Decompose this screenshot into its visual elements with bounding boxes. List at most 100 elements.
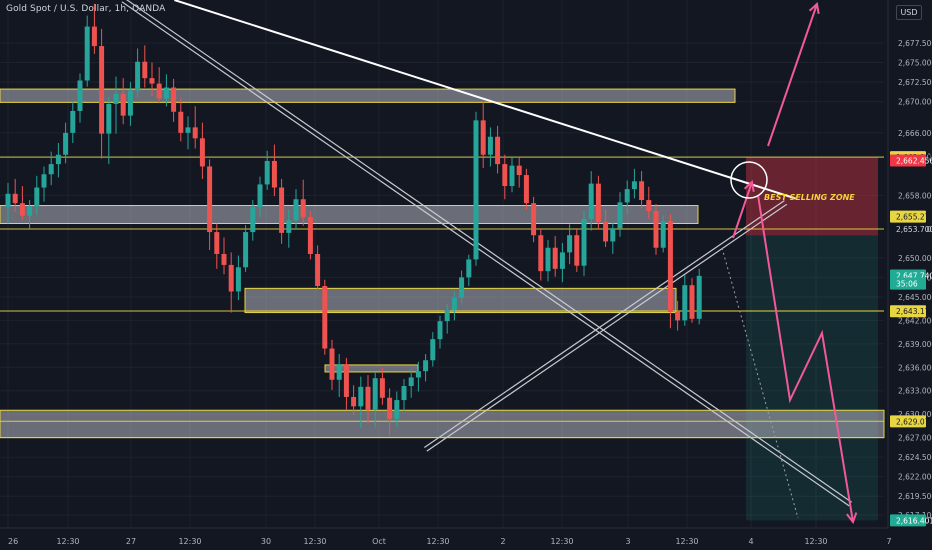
price-zone[interactable] xyxy=(0,88,736,103)
candle-body xyxy=(646,200,652,211)
candle-body xyxy=(545,247,551,272)
price-tick-label: 2,650.000 xyxy=(898,254,932,263)
price-axis[interactable]: 2,677.500 2,675.000 2,672.500 2,670.000 2,66… xyxy=(887,0,932,550)
price-tick-label: 2,658.000 xyxy=(898,191,932,200)
candle-body xyxy=(415,371,421,378)
candle-body xyxy=(473,120,479,260)
price-label-text: 2,643.176 xyxy=(896,307,932,316)
price-tick-label: 2,619.500 xyxy=(898,492,932,501)
breakout-circle[interactable] xyxy=(730,161,768,199)
currency-button[interactable]: USD xyxy=(896,5,922,20)
candle-body xyxy=(567,235,573,253)
time-tick-label: 12:30 xyxy=(56,537,79,546)
best-selling-zone-label: BEST SELLING ZONE xyxy=(764,193,855,202)
price-zone[interactable] xyxy=(0,205,699,224)
candle-body xyxy=(466,259,472,278)
candle-body xyxy=(214,232,220,254)
up-arrow-small[interactable] xyxy=(732,181,753,239)
price-label-badge[interactable] xyxy=(890,210,926,223)
candle-body xyxy=(451,297,457,311)
price-tick-label: 2,633.000 xyxy=(898,387,932,396)
candle-body xyxy=(99,46,105,134)
up-arrow-large-head[interactable] xyxy=(808,2,820,15)
candle-body xyxy=(84,26,90,81)
price-label-badge[interactable] xyxy=(890,277,926,290)
candle-body xyxy=(41,174,47,188)
candle-body xyxy=(279,187,285,233)
candle-body xyxy=(135,61,141,91)
breakout-circle-shape[interactable] xyxy=(730,161,768,199)
candle-body xyxy=(682,285,688,321)
down-arrow-projection-head[interactable] xyxy=(846,512,858,525)
candle-body xyxy=(559,252,565,269)
candle-body xyxy=(228,264,234,292)
candle-body xyxy=(610,228,616,242)
candle-body xyxy=(516,165,522,176)
candle-body xyxy=(531,203,537,236)
price-tick-label: 2,677.500 xyxy=(898,39,932,48)
candle-body xyxy=(329,348,335,380)
candle-body xyxy=(77,80,83,111)
candle-body xyxy=(221,253,227,265)
candle-body xyxy=(192,127,198,139)
take-profit-area[interactable] xyxy=(746,235,878,521)
support-resistance-zones[interactable] xyxy=(0,88,885,439)
dotted-path[interactable] xyxy=(721,247,799,519)
descending-trendline[interactable] xyxy=(174,0,796,200)
channel-line[interactable] xyxy=(124,0,852,503)
candle-body xyxy=(653,210,659,248)
price-tick-label: 2,636.000 xyxy=(898,363,932,372)
candle-body xyxy=(12,193,18,204)
candle-body xyxy=(523,175,529,204)
price-label-badge[interactable] xyxy=(890,514,926,527)
time-tick-label: 3 xyxy=(625,537,630,546)
candle-body xyxy=(358,386,364,407)
candle-body xyxy=(315,253,321,287)
price-tick-label: 2,670.000 xyxy=(898,98,932,107)
candle-body xyxy=(588,183,594,219)
price-label-badge[interactable] xyxy=(890,154,926,167)
candle-body xyxy=(495,136,501,165)
price-tick-label: 2,622.000 xyxy=(898,473,932,482)
stop-loss-area[interactable] xyxy=(746,157,878,236)
time-axis[interactable]: 26 12:30 27 12:30 30 12:30 Oct 12:30 2 12:30 3 12:3… xyxy=(0,527,894,550)
candle-body xyxy=(199,138,205,167)
time-tick-label: Oct xyxy=(372,537,386,546)
channel-line[interactable] xyxy=(426,203,788,452)
candle-body xyxy=(487,136,493,155)
up-arrow-large[interactable] xyxy=(767,3,818,147)
candle-body xyxy=(142,61,148,79)
candle-body xyxy=(63,132,69,155)
candle-body xyxy=(264,160,270,185)
candle-body xyxy=(696,275,702,319)
trendlines[interactable] xyxy=(121,0,852,507)
price-label-badge[interactable] xyxy=(890,222,926,235)
short-position-tool[interactable] xyxy=(746,157,878,521)
price-tick-label: 2,624.500 xyxy=(898,453,932,462)
candle-body xyxy=(509,165,515,186)
candle-body xyxy=(271,160,277,188)
candle-body xyxy=(538,235,544,272)
time-tick-label: 12:30 xyxy=(804,537,827,546)
channel-line[interactable] xyxy=(121,1,850,507)
down-arrow-projection[interactable] xyxy=(757,194,854,523)
candle-body xyxy=(185,127,191,133)
candle-body xyxy=(401,386,407,401)
candle-body xyxy=(437,321,443,340)
candle-body xyxy=(163,87,169,99)
time-tick-label: 2 xyxy=(500,537,505,546)
price-zone[interactable] xyxy=(0,409,885,439)
candle-body xyxy=(293,199,299,221)
candle-body xyxy=(430,339,436,361)
price-label-text: 2,647.740 xyxy=(896,272,932,281)
time-tick-label: 12:30 xyxy=(178,537,201,546)
forecast-arrows[interactable] xyxy=(721,2,858,525)
price-label-badge[interactable] xyxy=(890,415,926,428)
channel-line[interactable] xyxy=(424,200,785,449)
price-label-text: 2,629.077 xyxy=(896,417,932,426)
candle-body xyxy=(149,78,155,84)
price-label-badge[interactable] xyxy=(890,305,926,318)
up-arrow-small-head[interactable] xyxy=(743,180,755,193)
